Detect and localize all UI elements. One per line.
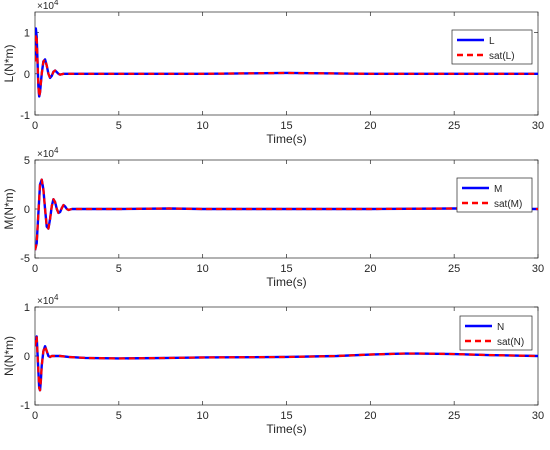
exponent-power: 4 <box>54 146 59 155</box>
y-axis-label: L(N*m) <box>2 44 16 82</box>
x-tick-label: 10 <box>197 410 209 422</box>
legend-label-1: M <box>494 184 502 195</box>
x-axis-label: Time(s) <box>266 422 306 436</box>
y-tick-label: 0 <box>24 351 30 363</box>
x-axis-label: Time(s) <box>266 132 306 146</box>
legend-label-1: L <box>489 36 495 47</box>
legend-label-2: sat(N) <box>497 337 524 348</box>
legend-box <box>456 177 533 213</box>
x-tick-label: 20 <box>364 120 376 132</box>
x-tick-label: 0 <box>32 263 38 275</box>
x-tick-label: 25 <box>448 263 460 275</box>
x-tick-label: 30 <box>532 120 544 132</box>
y-tick-label: -1 <box>20 400 30 412</box>
x-tick-label: 15 <box>280 120 292 132</box>
x-axis-label: Time(s) <box>266 275 306 289</box>
exponent-power: 4 <box>54 293 59 302</box>
y-axis-label: N(N*m) <box>2 336 16 376</box>
x-tick-label: 30 <box>532 410 544 422</box>
legend-box <box>451 29 533 65</box>
x-tick-label: 5 <box>116 410 122 422</box>
x-tick-label: 20 <box>364 263 376 275</box>
series-line-sat-m- <box>35 178 538 251</box>
y-tick-label: 1 <box>24 28 30 40</box>
x-tick-label: 15 <box>280 410 292 422</box>
y-tick-label: 5 <box>24 155 30 167</box>
exponent-base: ×10 <box>37 1 54 12</box>
legend-label-2: sat(M) <box>494 199 522 210</box>
exponent-power: 4 <box>54 0 59 7</box>
x-tick-label: 25 <box>448 410 460 422</box>
y-tick-label: -5 <box>20 253 30 265</box>
axis-exponent-label: ×104 <box>37 293 59 307</box>
y-tick-label: 1 <box>24 302 30 314</box>
x-tick-label: 10 <box>197 263 209 275</box>
x-tick-label: 10 <box>197 120 209 132</box>
x-tick-label: 25 <box>448 120 460 132</box>
exponent-base: ×10 <box>37 296 54 307</box>
legend-label-1: N <box>497 322 504 333</box>
y-tick-label: 0 <box>24 204 30 216</box>
series-line-sat-l- <box>35 33 538 98</box>
axis-exponent-label: ×104 <box>37 0 59 12</box>
legend-box <box>459 315 533 351</box>
x-tick-label: 5 <box>116 263 122 275</box>
exponent-base: ×10 <box>37 149 54 160</box>
x-tick-label: 0 <box>32 120 38 132</box>
x-tick-label: 0 <box>32 410 38 422</box>
x-tick-label: 15 <box>280 263 292 275</box>
legend-label-2: sat(L) <box>489 51 515 62</box>
y-tick-label: -1 <box>20 110 30 122</box>
y-tick-label: 0 <box>24 69 30 81</box>
series-line-n <box>35 335 538 392</box>
y-axis-label: M(N*m) <box>2 188 16 229</box>
x-tick-label: 5 <box>116 120 122 132</box>
axis-exponent-label: ×104 <box>37 146 59 160</box>
x-tick-label: 30 <box>532 263 544 275</box>
x-tick-label: 20 <box>364 410 376 422</box>
